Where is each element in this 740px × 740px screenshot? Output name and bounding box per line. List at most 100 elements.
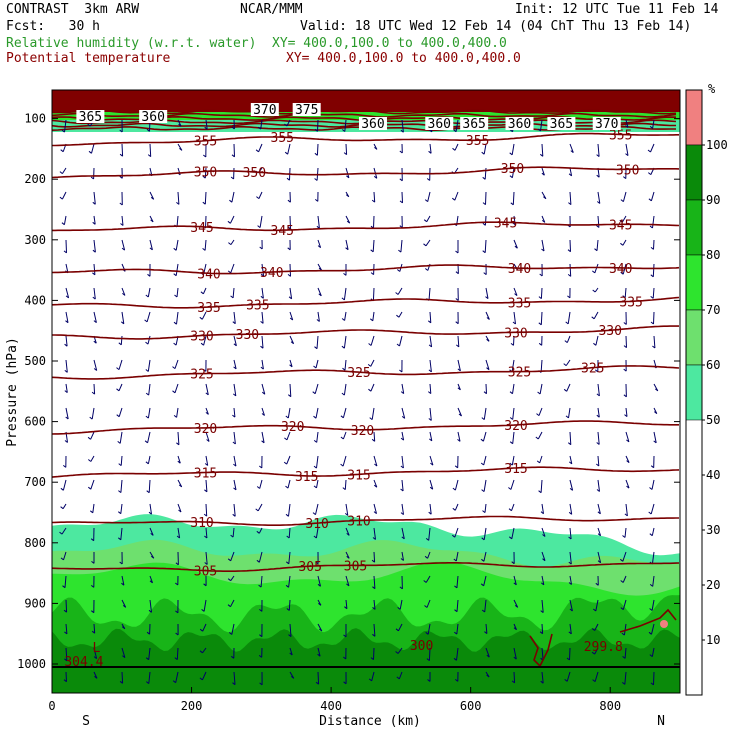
wind-vector-head bbox=[540, 582, 545, 586]
wind-vector-head bbox=[318, 628, 323, 632]
wind-vector-head bbox=[257, 225, 261, 228]
wind-vector-head bbox=[424, 605, 428, 608]
wind-vector bbox=[258, 551, 263, 563]
wind-vector-head bbox=[286, 535, 290, 539]
wind-vector bbox=[344, 311, 347, 321]
wind-vector-head bbox=[371, 559, 375, 563]
wind-vector-head bbox=[256, 486, 261, 489]
wind-vector-head bbox=[230, 655, 235, 659]
wind-vector-head bbox=[539, 273, 543, 277]
wind-vector-head bbox=[227, 578, 232, 582]
wind-vector-head bbox=[289, 652, 293, 656]
wind-vector-head bbox=[457, 439, 461, 442]
wind-vector bbox=[651, 527, 655, 536]
wind-vector-head bbox=[255, 508, 259, 512]
wind-vector-head bbox=[178, 509, 182, 513]
wind-vector-head bbox=[453, 129, 457, 133]
wind-vector bbox=[118, 407, 123, 417]
wind-vector-head bbox=[596, 225, 600, 228]
wind-vector-head bbox=[481, 489, 485, 492]
wind-vector-head bbox=[652, 345, 656, 349]
wind-vector-head bbox=[343, 681, 347, 685]
colorbar-tick-label: 20 bbox=[706, 578, 720, 592]
theta-contour-305 bbox=[52, 562, 680, 572]
wind-vector-head bbox=[200, 342, 204, 346]
y-tick-label: 800 bbox=[24, 536, 46, 550]
wind-vector-head bbox=[540, 511, 544, 515]
wind-vector bbox=[257, 503, 263, 512]
wind-vector bbox=[569, 431, 572, 445]
wind-vector bbox=[597, 143, 600, 157]
wind-vector bbox=[457, 335, 460, 347]
wind-vector bbox=[373, 479, 378, 488]
wind-vector-head bbox=[428, 418, 432, 421]
wind-vector bbox=[93, 191, 96, 205]
colorbar-tick-label: 100 bbox=[706, 138, 728, 152]
wind-vector bbox=[622, 263, 627, 275]
wind-vector-head bbox=[313, 415, 317, 419]
wind-vector bbox=[511, 503, 515, 511]
wind-vector bbox=[314, 383, 319, 394]
wind-vector-head bbox=[454, 465, 459, 469]
wind-vector-head bbox=[177, 460, 181, 464]
wind-vector bbox=[317, 671, 320, 685]
wind-vector-head bbox=[316, 225, 320, 229]
theta-contour-355 bbox=[52, 132, 679, 147]
wind-vector-head bbox=[540, 680, 544, 684]
upper-label-bg bbox=[460, 117, 489, 130]
wind-vector bbox=[597, 431, 600, 445]
wind-vector bbox=[511, 527, 515, 539]
wind-vector-head bbox=[509, 152, 513, 156]
wind-vector-head bbox=[199, 628, 204, 632]
wind-vector bbox=[625, 455, 630, 463]
wind-vector-head bbox=[175, 632, 179, 636]
upper-theta-label: 360 bbox=[361, 117, 384, 132]
wind-vector-head bbox=[428, 438, 433, 442]
wind-vector bbox=[622, 575, 627, 583]
wind-vector-head bbox=[425, 538, 430, 541]
wind-vector-head bbox=[64, 658, 68, 662]
wind-vector-head bbox=[428, 129, 433, 133]
wind-vector bbox=[541, 527, 546, 537]
wind-vector-head bbox=[424, 555, 428, 559]
wind-vector bbox=[91, 143, 95, 154]
wind-vector-head bbox=[146, 631, 150, 635]
wind-vector bbox=[399, 599, 403, 610]
wind-vector-head bbox=[227, 558, 232, 562]
wind-vector bbox=[261, 287, 264, 299]
wind-vector-head bbox=[536, 413, 540, 416]
wind-vector-head bbox=[595, 463, 600, 467]
wind-vector bbox=[90, 431, 95, 440]
wind-vector bbox=[258, 143, 263, 152]
wind-vector-head bbox=[653, 440, 657, 444]
wind-vector-head bbox=[539, 631, 543, 635]
wind-vector-head bbox=[232, 393, 237, 397]
wind-vector bbox=[397, 287, 403, 295]
wind-vector bbox=[65, 239, 67, 253]
wind-vector bbox=[177, 455, 181, 464]
wind-vector bbox=[538, 407, 543, 416]
wind-vector-head bbox=[204, 562, 208, 565]
wind-vector-head bbox=[452, 147, 456, 151]
wind-vector-head bbox=[650, 682, 654, 686]
theta-label-320: 320 bbox=[504, 419, 527, 434]
wind-vector-head bbox=[395, 628, 399, 632]
y-tick-label: 200 bbox=[24, 172, 46, 186]
wind-vector bbox=[176, 215, 179, 228]
wind-vector bbox=[174, 383, 179, 393]
wind-vector-head bbox=[172, 680, 177, 684]
wind-vector bbox=[62, 479, 67, 491]
wind-vector bbox=[177, 527, 181, 539]
wind-vector-head bbox=[426, 178, 431, 181]
wind-vector-head bbox=[568, 631, 572, 635]
wind-vector-head bbox=[341, 318, 345, 321]
wind-vector-head bbox=[621, 632, 625, 636]
wind-vector-head bbox=[287, 394, 292, 398]
wind-vector bbox=[622, 239, 627, 246]
theta-contour-325 bbox=[52, 365, 680, 380]
wind-vector-head bbox=[620, 607, 624, 610]
wind-vector-head bbox=[144, 440, 148, 444]
wind-vector bbox=[372, 287, 375, 301]
low-center-label: L bbox=[92, 641, 100, 656]
wind-vector-head bbox=[285, 584, 289, 588]
